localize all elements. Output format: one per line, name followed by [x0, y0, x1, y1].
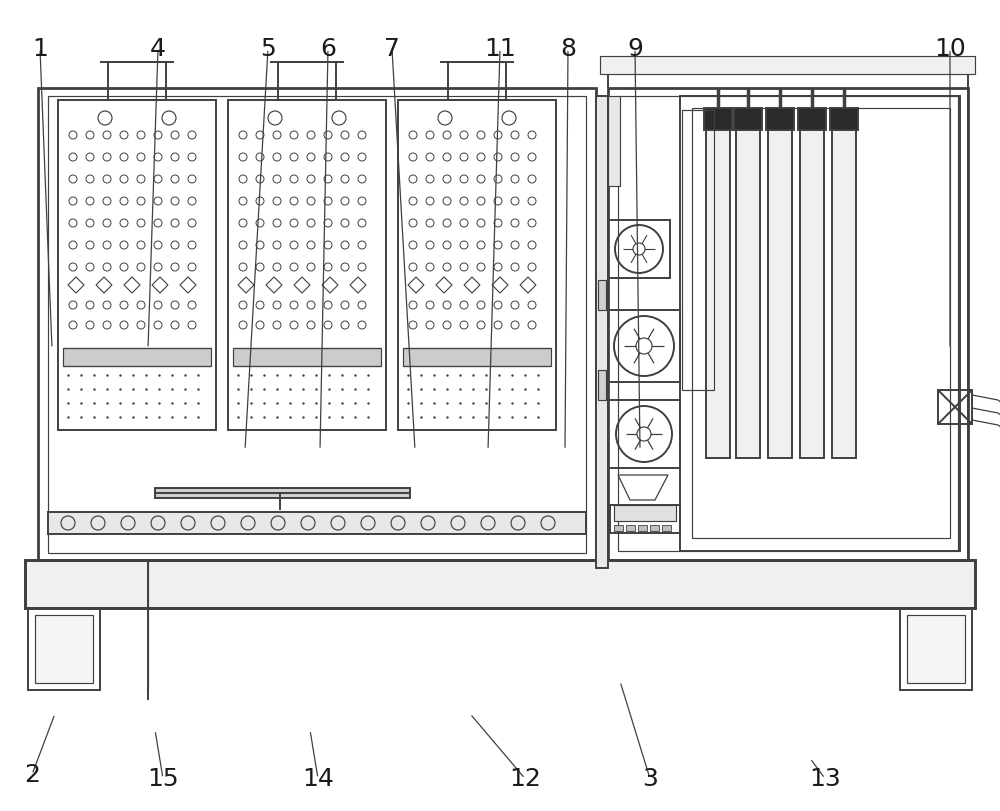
Text: 4: 4 [150, 36, 166, 61]
Bar [28, 608, 100, 690]
Circle shape [633, 243, 645, 255]
Text: 8: 8 [560, 36, 576, 61]
Text: 1: 1 [32, 36, 48, 61]
Bar [706, 128, 730, 458]
Text: 15: 15 [147, 766, 179, 791]
Bar [35, 615, 93, 683]
Bar [626, 525, 635, 531]
Bar [638, 525, 647, 531]
Bar [608, 220, 670, 278]
Bar [600, 56, 975, 74]
Text: 5: 5 [260, 36, 276, 61]
Bar [614, 525, 623, 531]
Bar [448, 62, 506, 100]
Text: 14: 14 [302, 766, 334, 791]
Bar [596, 96, 608, 568]
Text: 6: 6 [320, 36, 336, 61]
Bar [38, 88, 596, 560]
Text: 7: 7 [384, 36, 400, 61]
Bar [692, 108, 950, 538]
Bar [598, 280, 606, 310]
Bar [704, 108, 732, 130]
Bar [800, 128, 824, 458]
Bar [228, 100, 386, 430]
Bar [278, 62, 336, 100]
Bar [155, 488, 410, 498]
Bar [108, 62, 166, 100]
Text: 12: 12 [509, 766, 541, 791]
Bar [403, 348, 551, 366]
Bar [907, 615, 965, 683]
Text: 13: 13 [809, 766, 841, 791]
Bar [233, 348, 381, 366]
Bar [398, 100, 556, 430]
Bar [608, 96, 620, 186]
Bar [682, 110, 714, 390]
Bar [662, 525, 671, 531]
Bar [598, 370, 606, 400]
Text: 2: 2 [24, 762, 40, 787]
Bar [736, 128, 760, 458]
Bar [58, 100, 216, 430]
Bar [618, 96, 958, 551]
Bar [766, 108, 794, 130]
Bar [608, 400, 680, 468]
Text: 11: 11 [484, 36, 516, 61]
Bar [614, 505, 676, 521]
Bar [832, 128, 856, 458]
Bar [768, 128, 792, 458]
Text: 10: 10 [934, 36, 966, 61]
Bar [25, 560, 975, 608]
Bar [900, 608, 972, 690]
Text: 3: 3 [642, 766, 658, 791]
Text: 9: 9 [627, 36, 643, 61]
Bar [25, 560, 975, 608]
Bar [610, 505, 680, 533]
Bar [608, 88, 968, 560]
Bar [608, 310, 680, 382]
Bar [48, 512, 586, 534]
Bar [48, 96, 586, 553]
Bar [938, 390, 972, 424]
Bar [63, 348, 211, 366]
Bar [798, 108, 826, 130]
Circle shape [636, 338, 652, 354]
Bar [680, 96, 960, 551]
Bar [734, 108, 762, 130]
Circle shape [637, 427, 651, 441]
Bar [650, 525, 659, 531]
Bar [830, 108, 858, 130]
